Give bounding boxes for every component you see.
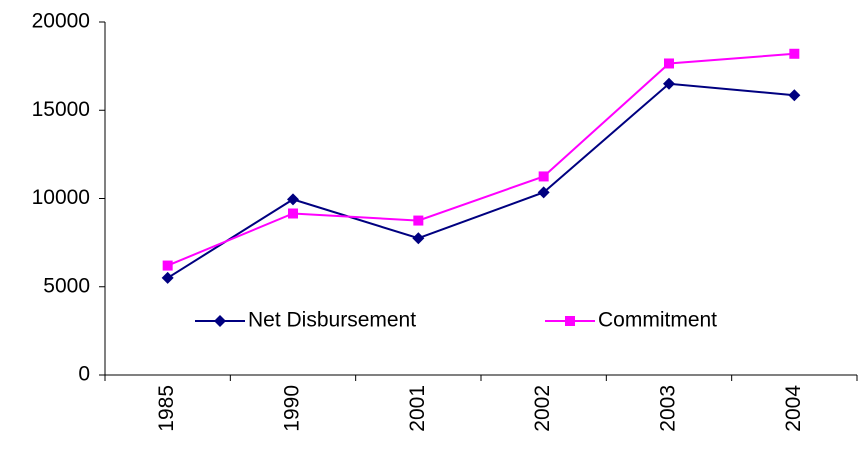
legend-marker: [214, 315, 226, 327]
point: [537, 186, 550, 199]
point: [413, 215, 424, 226]
point: [788, 89, 801, 102]
legend-marker: [565, 316, 575, 326]
y-tick-label: 10000: [32, 186, 90, 209]
point: [287, 193, 299, 206]
legend-label: Commitment: [598, 309, 717, 332]
x-tick-label: 2004: [782, 385, 805, 432]
point: [162, 260, 173, 271]
x-tick-label: 2002: [531, 385, 554, 432]
point: [538, 171, 549, 182]
y-tick-label: 0: [78, 363, 90, 386]
series-line: [167, 52, 795, 267]
y-tick-label: 20000: [32, 10, 90, 33]
x-tick-label: 2003: [657, 385, 680, 432]
point: [664, 58, 674, 69]
point: [288, 208, 298, 219]
x-tick-label: 1990: [281, 385, 304, 432]
point: [412, 232, 425, 245]
y-tick-label: 5000: [43, 274, 90, 297]
series-line: [167, 82, 795, 279]
x-tick-label: 1985: [155, 385, 178, 432]
legend-label: Net Disbursement: [248, 309, 416, 332]
point: [789, 48, 800, 59]
x-tick-label: 2001: [406, 385, 429, 432]
point: [663, 77, 675, 90]
point: [161, 271, 174, 284]
y-tick-label: 15000: [32, 98, 90, 121]
